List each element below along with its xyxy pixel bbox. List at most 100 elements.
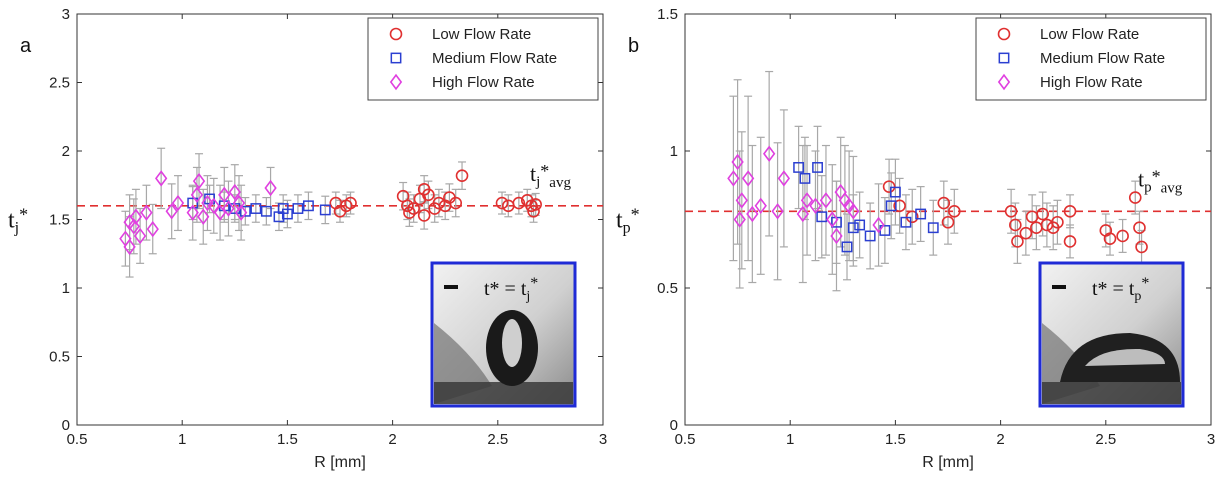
data-point-circle <box>495 196 509 210</box>
legend-marker <box>389 73 403 91</box>
error-bar <box>1049 205 1058 251</box>
inset-image: t* = tp* <box>1038 261 1185 408</box>
x-axis-label: R [mm] <box>922 454 974 471</box>
data-point-circle <box>1011 235 1024 248</box>
error-bar <box>737 131 746 270</box>
inset-label: t* = tp* <box>1092 275 1149 304</box>
error-bar <box>1066 224 1075 259</box>
average-label: tp*avg <box>1138 166 1183 196</box>
data-point-diamond <box>190 186 204 204</box>
error-bar <box>157 147 166 210</box>
data-point-circle <box>1135 240 1148 254</box>
data-point-circle <box>1019 226 1033 240</box>
x-tick-label: 1 <box>786 431 794 448</box>
error-bar <box>916 186 925 243</box>
data-point-circle <box>1063 204 1077 218</box>
data-point-circle <box>1063 235 1077 248</box>
data-point-circle <box>449 196 463 210</box>
data-point-diamond <box>123 238 136 256</box>
x-tick-label: 0.5 <box>675 431 696 448</box>
data-point-diamond <box>809 197 822 215</box>
x-tick-label: 2.5 <box>1095 431 1116 448</box>
y-tick-label: 1.5 <box>49 212 70 229</box>
data-point-circle <box>1116 229 1129 243</box>
error-bar <box>840 144 849 256</box>
data-point-diamond <box>146 220 159 238</box>
legend-label: High Flow Rate <box>432 74 535 91</box>
data-point-circle <box>1103 232 1117 245</box>
data-point-square <box>799 172 811 184</box>
data-point-square <box>303 200 314 212</box>
scale-bar <box>1052 285 1066 289</box>
inset-substrate <box>434 382 573 404</box>
error-bar <box>148 203 157 255</box>
error-bar <box>817 175 826 259</box>
data-point-diamond <box>201 194 214 212</box>
average-label: tj*avg <box>530 161 571 191</box>
error-bar <box>779 109 788 248</box>
error-bar <box>855 191 864 259</box>
y-tick-label: 1 <box>670 143 678 160</box>
x-tick-label: 1.5 <box>885 431 906 448</box>
data-point-diamond <box>819 192 833 209</box>
data-point-circle <box>432 196 446 210</box>
data-point-diamond <box>192 172 206 190</box>
data-point-square <box>187 197 199 209</box>
error-bar <box>321 195 330 225</box>
error-bar <box>765 70 774 237</box>
data-point-diamond <box>771 203 784 220</box>
error-bar <box>849 155 858 267</box>
data-point-diamond <box>228 183 241 201</box>
y-tick-label: 2 <box>62 143 70 160</box>
data-point-square <box>885 200 897 212</box>
data-point-square <box>915 208 927 220</box>
data-point-diamond <box>727 170 740 187</box>
panel-label: a <box>20 35 32 57</box>
data-point-circle <box>455 169 469 182</box>
inset-substrate <box>1042 382 1181 404</box>
legend-marker <box>997 73 1011 91</box>
data-point-circle <box>937 196 951 210</box>
y-tick-label: 3 <box>62 6 70 23</box>
droplet-highlight <box>1085 348 1165 366</box>
x-tick-label: 3 <box>599 431 607 448</box>
data-point-square <box>841 241 853 253</box>
data-point-diamond <box>872 216 885 234</box>
error-bar <box>230 164 239 221</box>
x-tick-label: 2 <box>996 431 1004 448</box>
data-point-diamond <box>741 170 755 187</box>
error-bar <box>1021 210 1030 256</box>
error-bar <box>729 95 738 262</box>
data-point-diamond <box>800 192 814 209</box>
legend-marker <box>389 27 403 41</box>
data-point-circle <box>407 202 420 215</box>
error-bar <box>142 184 151 241</box>
data-point-diamond <box>133 227 147 245</box>
error-bar <box>504 194 513 218</box>
data-point-diamond <box>197 208 210 225</box>
data-point-circle <box>1051 215 1064 229</box>
error-bar <box>304 191 313 221</box>
y-tick-label: 2.5 <box>49 75 70 92</box>
data-point-diamond <box>213 204 227 221</box>
error-bar <box>908 188 917 245</box>
data-point-circle <box>529 198 542 211</box>
error-bar <box>744 95 753 262</box>
error-bar <box>1118 218 1127 253</box>
data-point-square <box>812 162 823 173</box>
data-point-square <box>927 222 939 234</box>
droplet-highlight <box>502 319 522 367</box>
data-point-circle <box>1133 221 1146 235</box>
error-bar <box>293 194 302 223</box>
data-point-diamond <box>234 204 248 221</box>
error-bar <box>251 194 260 223</box>
error-bar <box>1131 180 1140 215</box>
legend-marker <box>998 52 1010 64</box>
data-point-circle <box>1036 207 1049 221</box>
error-bar <box>887 172 896 240</box>
data-point-square <box>250 203 262 214</box>
data-point-circle <box>422 188 435 202</box>
y-tick-label: 1 <box>62 280 70 297</box>
y-axis-label: tj* <box>8 205 28 237</box>
error-bar <box>836 136 845 248</box>
